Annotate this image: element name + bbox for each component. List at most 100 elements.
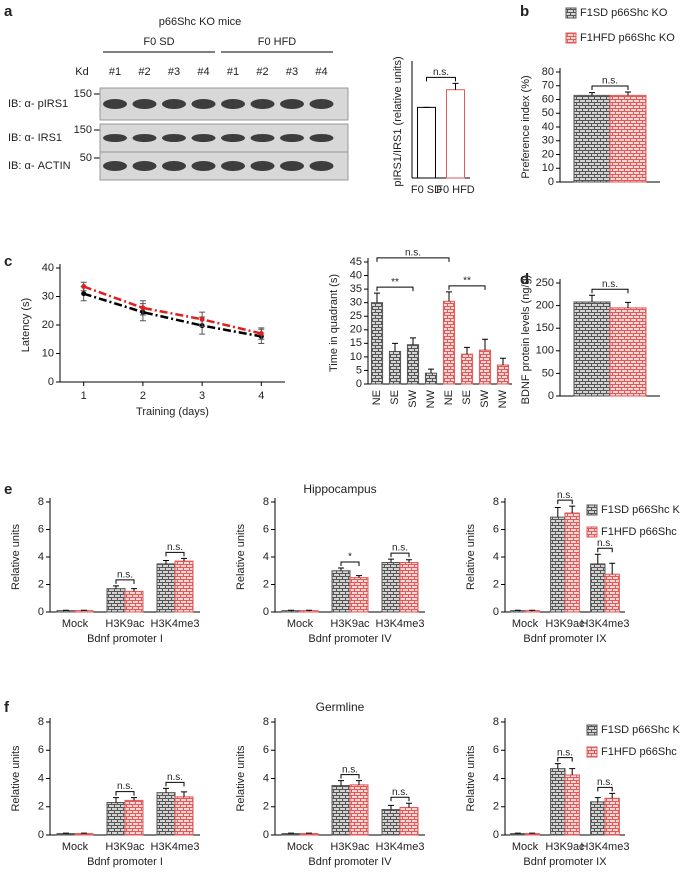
annotation: n.s. <box>433 67 449 78</box>
bar <box>106 802 126 836</box>
annotation-bracket <box>165 551 185 557</box>
bar <box>56 610 76 613</box>
bar <box>496 364 510 385</box>
y-tick-label: 80 <box>542 66 554 78</box>
y-tick-label: 8 <box>263 496 269 508</box>
error-bar <box>625 301 631 308</box>
panel-label: c <box>4 253 12 270</box>
error-bar <box>569 505 576 513</box>
x-tick-label: F0 SD <box>411 184 442 196</box>
y-tick-label: 100 <box>536 345 554 357</box>
blot-band <box>250 161 275 171</box>
y-tick-label: 45 <box>350 256 362 268</box>
annotation: n.s. <box>167 542 183 553</box>
bar <box>442 300 456 385</box>
y-tick-label: 2 <box>38 801 44 813</box>
annotation: n.s. <box>117 781 133 792</box>
panel-label: e <box>4 481 12 498</box>
error-bar <box>163 787 169 793</box>
y-axis-label: Relative units <box>10 523 22 590</box>
bar <box>56 833 76 836</box>
y-tick-label: 30 <box>42 290 54 302</box>
annotation: ** <box>391 277 399 288</box>
blot-band <box>191 99 216 109</box>
error-bar <box>500 357 506 366</box>
line <box>83 285 262 335</box>
y-tick-label: 6 <box>38 523 44 535</box>
annotation: * <box>348 552 352 563</box>
error-bar <box>589 294 595 302</box>
y-tick-label: 60 <box>542 93 554 105</box>
y-tick-label: 15 <box>350 337 362 349</box>
x-tick-label: NW <box>425 389 437 408</box>
annotation: ** <box>463 275 471 286</box>
y-tick-label: 6 <box>263 523 269 535</box>
x-tick-label: H3K4me3 <box>151 841 200 853</box>
bar <box>478 349 492 385</box>
x-axis-label: Bdnf promoter IV <box>308 633 392 645</box>
bar <box>604 797 620 836</box>
blot-band <box>162 134 186 142</box>
kd-marker: 150 <box>74 88 92 100</box>
y-tick-label: 35 <box>350 283 362 295</box>
x-tick-label: SW <box>479 389 491 407</box>
annotation: n.s. <box>602 76 618 87</box>
y-axis-label: BDNF protein levels (ng/g) <box>520 275 532 405</box>
error-bar <box>464 346 470 355</box>
chart: 0 2 4 6 8 Relative units Mock H3K9ac H3K4me3 * n.s… <box>235 496 425 645</box>
y-tick-label: 30 <box>350 297 362 309</box>
bar <box>331 785 351 836</box>
x-tick-label: SE <box>389 390 401 405</box>
x-tick-label: H3K4me3 <box>376 618 425 630</box>
y-tick-label: 20 <box>542 148 554 160</box>
x-tick-label: Mock <box>287 618 314 630</box>
bar <box>604 573 620 613</box>
lane-label: #4 <box>315 66 327 78</box>
error-bar <box>452 82 459 90</box>
y-tick-label: 5 <box>356 364 362 376</box>
error-bar <box>131 588 137 592</box>
bar <box>281 610 301 613</box>
annotation-bracket <box>390 796 410 802</box>
line <box>83 292 262 338</box>
x-tick-label: SE <box>461 390 473 405</box>
x-axis-label: Bdnf promoter IX <box>523 633 607 645</box>
lane-label: #1 <box>227 66 239 78</box>
bar <box>281 833 301 836</box>
blot-band <box>103 99 127 109</box>
annotation: n.s. <box>557 490 573 501</box>
kd-label: Kd <box>75 66 88 78</box>
bar <box>510 833 526 836</box>
blot-band <box>132 134 157 142</box>
error-bar <box>594 797 601 802</box>
error-bar <box>163 559 169 564</box>
bar <box>609 307 647 397</box>
bar <box>550 768 566 836</box>
annotation: n.s. <box>597 777 613 788</box>
annotation: n.s. <box>557 747 573 758</box>
annotation-bracket <box>591 288 629 294</box>
blot-band <box>132 99 157 109</box>
lane-label: #4 <box>197 66 209 78</box>
bar <box>156 792 176 836</box>
x-tick-label: NE <box>443 390 455 405</box>
y-axis-label: Relative units <box>465 523 477 590</box>
annotation-bracket <box>591 85 629 90</box>
bar <box>124 799 144 836</box>
error-bar <box>609 792 616 799</box>
y-tick-label: 8 <box>38 716 44 728</box>
x-tick-label: H3K9ac <box>105 618 145 630</box>
annotation-bracket <box>448 285 486 290</box>
error-bar <box>594 553 601 564</box>
x-tick-label: H3K9ac <box>545 618 585 630</box>
section-title: Hippocampus <box>303 482 376 496</box>
bar <box>331 570 351 613</box>
bar <box>564 512 580 613</box>
bar <box>124 590 144 613</box>
lane-label: #1 <box>109 66 121 78</box>
y-tick-label: 0 <box>493 829 499 841</box>
blot-band <box>309 134 334 142</box>
